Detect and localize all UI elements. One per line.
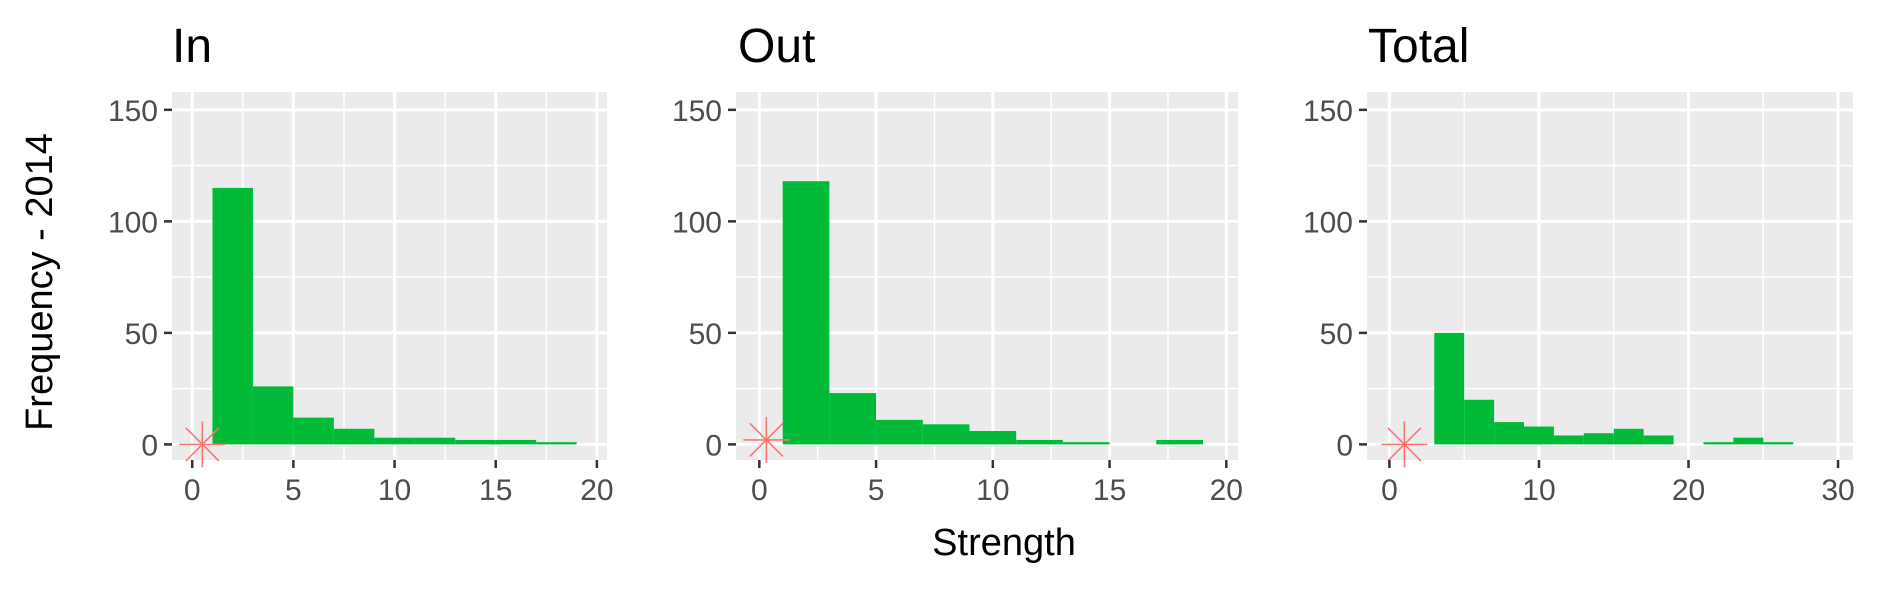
histogram-bar [333,428,375,445]
y-tick-label: 50 [689,318,722,351]
histogram-bar [1434,332,1465,445]
x-tick-label: 10 [976,474,1009,507]
x-tick-label: 0 [751,474,768,507]
histogram-bar [1524,426,1554,445]
histogram-bar [1733,437,1764,445]
x-tick-label: 20 [580,474,613,507]
x-tick-label: 20 [1210,474,1243,507]
asterisk-marker [179,421,226,468]
histogram-bar [1583,433,1614,445]
y-tick-label: 50 [1320,318,1353,351]
histogram-bars [212,187,577,445]
histogram-bar [374,437,415,445]
histogram-bars [1434,332,1794,445]
histogram-bar [1062,442,1110,445]
x-tick-label: 10 [378,474,411,507]
x-tick-label: 10 [1522,474,1555,507]
histogram-bar [782,181,830,445]
major-gridlines [172,92,607,460]
x-tick-label: 0 [184,474,201,507]
histogram-bar [876,419,923,445]
histogram-bar [455,439,496,445]
x-tick-label: 15 [1093,474,1126,507]
y-tick-label: 100 [108,206,158,239]
y-axis: 0 50 100 150 [108,95,172,462]
asterisk-marker [1381,421,1428,468]
y-tick-label: 50 [125,318,158,351]
y-tick-label: 100 [1303,206,1353,239]
y-tick-label: 0 [705,429,722,462]
y-tick-label: 0 [141,429,158,462]
x-tick-label: 20 [1672,474,1705,507]
x-tick-label: 30 [1821,474,1854,507]
y-tick-label: 150 [1303,95,1353,128]
histogram-bar [1613,428,1644,445]
histogram-bar [1156,439,1203,445]
panel-out: 0 50 100 150 0 5 10 15 20 Out [672,20,1243,507]
histogram-bar [1763,442,1794,445]
histogram-bar [1703,442,1734,445]
y-axis: 0 50 100 150 [1303,95,1367,462]
histogram-bar [1643,435,1674,445]
asterisk-marker [743,416,790,463]
y-axis: 0 50 100 150 [672,95,736,462]
histogram-bar [293,417,334,445]
panel-in: 0 50 100 150 0 5 10 15 20 In [108,20,614,507]
histogram-bars [782,181,1203,445]
histogram-bar [212,187,253,445]
minor-gridlines [172,92,607,460]
y-tick-label: 100 [672,206,722,239]
y-tick-label: 0 [1336,429,1353,462]
histogram-bar [1494,422,1525,445]
histogram-bar [1464,399,1495,445]
y-tick-label: 150 [672,95,722,128]
histogram-bar [414,437,456,445]
panel-title-in: In [172,20,212,73]
histogram-bar [922,424,970,445]
histogram-bar [536,442,577,445]
histogram-bar [1016,439,1063,445]
x-tick-label: 5 [868,474,885,507]
panel-title-total: Total [1368,20,1469,73]
histogram-bar [252,386,294,445]
histogram-bar [495,439,537,445]
y-tick-label: 150 [108,95,158,128]
x-tick-label: 15 [479,474,512,507]
x-tick-label: 5 [285,474,302,507]
panel-total: 0 50 100 150 0 10 20 30 Total [1303,20,1855,507]
x-axis-title: Strength [932,522,1076,564]
x-axis: 0 5 10 15 20 [751,460,1243,507]
panel-title-out: Out [738,20,815,73]
histogram-bar [969,431,1017,445]
x-axis: 0 5 10 15 20 [184,460,614,507]
x-tick-label: 0 [1381,474,1398,507]
histogram-bar [829,393,877,445]
histogram-bar [1553,435,1584,445]
y-axis-title: Frequency - 2014 [19,133,61,431]
x-axis: 0 10 20 30 [1381,460,1855,507]
